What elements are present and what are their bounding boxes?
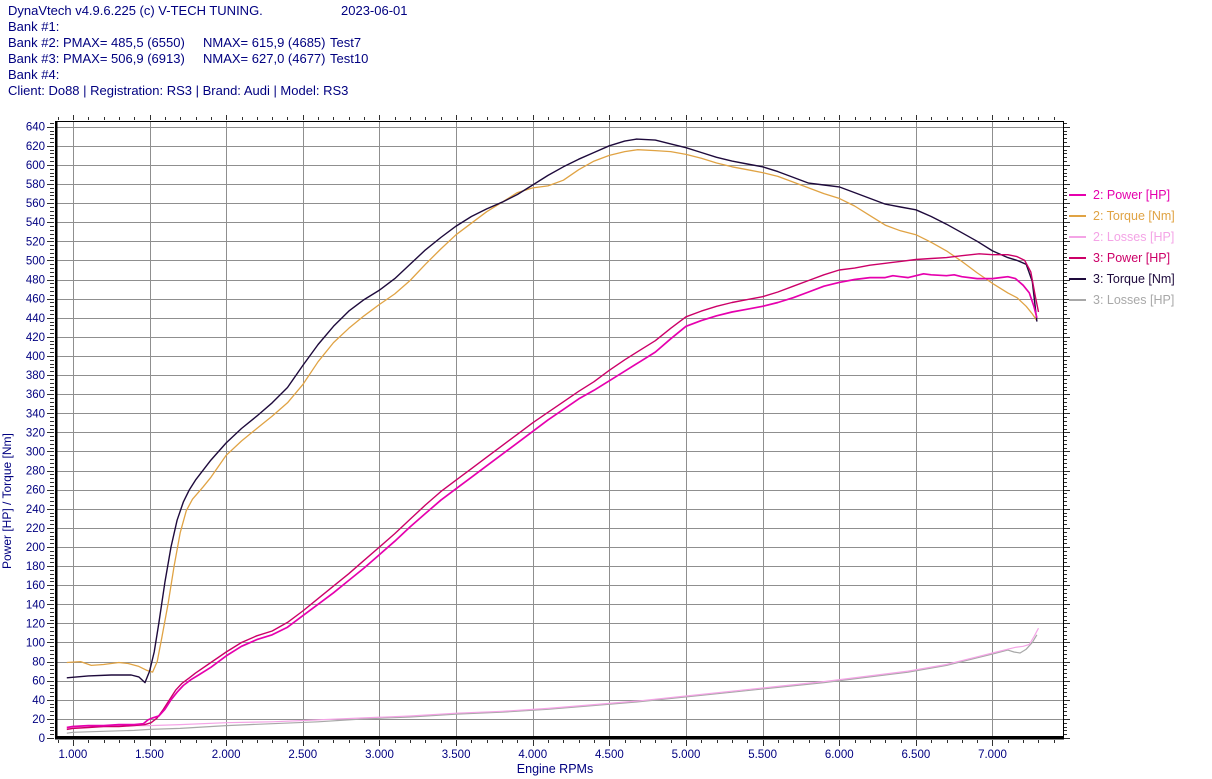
bank2-nmax: NMAX= 615,9 (4685): [203, 35, 326, 50]
x-tick-label: 2.500: [288, 749, 317, 761]
bank2-pmax: PMAX= 485,5 (6550): [63, 35, 185, 50]
legend-label: 3: Losses [HP]: [1093, 292, 1175, 307]
plot-border: [54, 121, 1064, 740]
y-tick-label: 380: [26, 370, 45, 382]
curve-3-power-hp-: [66, 253, 1040, 731]
y-tick-label: 280: [26, 466, 45, 478]
y-tick-label: 160: [26, 580, 45, 592]
legend-swatch-3-torque: [1069, 277, 1086, 280]
y-tick-label: 400: [26, 351, 45, 363]
bank4-label: Bank #4:: [8, 67, 60, 82]
legend-label: 3: Torque [Nm]: [1093, 271, 1175, 286]
grid-lines: [55, 121, 1063, 738]
axis-ticks: [47, 115, 1070, 746]
y-tick-label: 40: [32, 695, 45, 707]
legend-swatch-2-losses: [1069, 235, 1086, 238]
chart-legend: 2: Power [HP] 2: Torque [Nm] 2: Losses […: [1069, 184, 1175, 310]
y-tick-label: 340: [26, 408, 45, 420]
legend-label: 2: Torque [Nm]: [1093, 208, 1175, 223]
bank3-label: Bank #3:: [8, 51, 60, 66]
legend-item-2-power: 2: Power [HP]: [1069, 184, 1175, 205]
bank1-label: Bank #1:: [8, 19, 60, 34]
legend-item-2-torque: 2: Torque [Nm]: [1069, 205, 1175, 226]
x-tick-label: 5.000: [672, 749, 701, 761]
x-tick-label: 4.000: [518, 749, 547, 761]
y-axis-title: Power [HP] / Torque [Nm]: [0, 433, 14, 569]
x-tick-label: 3.000: [365, 749, 394, 761]
legend-label: 3: Power [HP]: [1093, 250, 1171, 265]
legend-swatch-2-power: [1069, 193, 1086, 196]
legend-item-2-losses: 2: Losses [HP]: [1069, 226, 1175, 247]
x-tick-label: 2.000: [212, 749, 241, 761]
curve-3-losses-hp-: [66, 634, 1038, 734]
y-tick-label: 260: [26, 485, 45, 497]
y-tick-label: 0: [39, 733, 45, 745]
curve-3-torque-nm-: [66, 138, 1038, 684]
y-tick-label: 420: [26, 332, 45, 344]
x-tick-label: 6.500: [901, 749, 930, 761]
y-tick-label: 480: [26, 275, 45, 287]
y-tick-label: 440: [26, 313, 45, 325]
header-line-client: Client: Do88 | Registration: RS3 | Brand…: [0, 83, 1212, 99]
x-tick-label: 5.500: [748, 749, 777, 761]
report-date: 2023-06-01: [341, 3, 408, 18]
y-tick-label: 60: [32, 676, 45, 688]
y-tick-label: 500: [26, 255, 45, 267]
y-tick-label: 580: [26, 179, 45, 191]
y-tick-label: 300: [26, 446, 45, 458]
header-line-bank4: Bank #4:: [0, 67, 1212, 83]
legend-swatch-2-torque: [1069, 214, 1086, 217]
tick-labels: 1.000 1.500 2.000 2.500 3.000 3.500 4.000 4.500…: [26, 122, 1007, 761]
x-axis-title: Engine RPMs: [516, 762, 594, 776]
dyno-curves: [66, 138, 1040, 734]
legend-item-3-torque: 3: Torque [Nm]: [1069, 268, 1175, 289]
x-tick-label: 7.000: [978, 749, 1007, 761]
header-line-bank1: Bank #1:: [0, 19, 1212, 35]
legend-swatch-3-losses: [1069, 298, 1086, 301]
y-tick-label: 460: [26, 294, 45, 306]
x-tick-label: 1.500: [135, 749, 164, 761]
y-tick-label: 540: [26, 217, 45, 229]
curve-2-power-hp-: [66, 272, 1038, 729]
bank3-pmax: PMAX= 506,9 (6913): [63, 51, 185, 66]
bank2-test-name: Test7: [330, 35, 362, 50]
bank2-label: Bank #2:: [8, 35, 60, 50]
legend-swatch-3-power: [1069, 256, 1086, 259]
curve-2-losses-hp-: [66, 627, 1040, 729]
curve-2-torque-nm-: [66, 149, 1038, 673]
x-tick-label: 1.000: [59, 749, 88, 761]
legend-item-3-losses: 3: Losses [HP]: [1069, 289, 1175, 310]
header-line-title: DynaVtech v4.9.6.225 (c) V-TECH TUNING. …: [0, 3, 1212, 19]
y-tick-label: 560: [26, 198, 45, 210]
x-tick-label: 4.500: [595, 749, 624, 761]
y-tick-label: 640: [26, 122, 45, 134]
x-tick-label: 6.000: [825, 749, 854, 761]
y-tick-label: 80: [32, 657, 45, 669]
y-tick-label: 180: [26, 561, 45, 573]
client-info: Client: Do88 | Registration: RS3 | Brand…: [8, 83, 349, 98]
y-tick-label: 120: [26, 618, 45, 630]
legend-label: 2: Losses [HP]: [1093, 229, 1175, 244]
header-line-bank3: Bank #3: PMAX= 506,9 (6913) NMAX= 627,0 …: [0, 51, 1212, 67]
legend-item-3-power: 3: Power [HP]: [1069, 247, 1175, 268]
y-tick-label: 100: [26, 637, 45, 649]
header-line-bank2: Bank #2: PMAX= 485,5 (6550) NMAX= 615,9 …: [0, 35, 1212, 51]
bank3-nmax: NMAX= 627,0 (4677): [203, 51, 326, 66]
y-tick-label: 200: [26, 542, 45, 554]
y-tick-label: 520: [26, 236, 45, 248]
app-title: DynaVtech v4.9.6.225 (c) V-TECH TUNING.: [8, 3, 263, 18]
y-tick-label: 620: [26, 141, 45, 153]
legend-label: 2: Power [HP]: [1093, 187, 1171, 202]
y-tick-label: 240: [26, 504, 45, 516]
y-tick-label: 320: [26, 427, 45, 439]
y-tick-label: 140: [26, 599, 45, 611]
y-tick-label: 20: [32, 714, 45, 726]
x-tick-label: 3.500: [442, 749, 471, 761]
bank3-test-name: Test10: [330, 51, 369, 66]
y-tick-label: 600: [26, 160, 45, 172]
y-tick-label: 220: [26, 523, 45, 535]
y-tick-label: 360: [26, 389, 45, 401]
